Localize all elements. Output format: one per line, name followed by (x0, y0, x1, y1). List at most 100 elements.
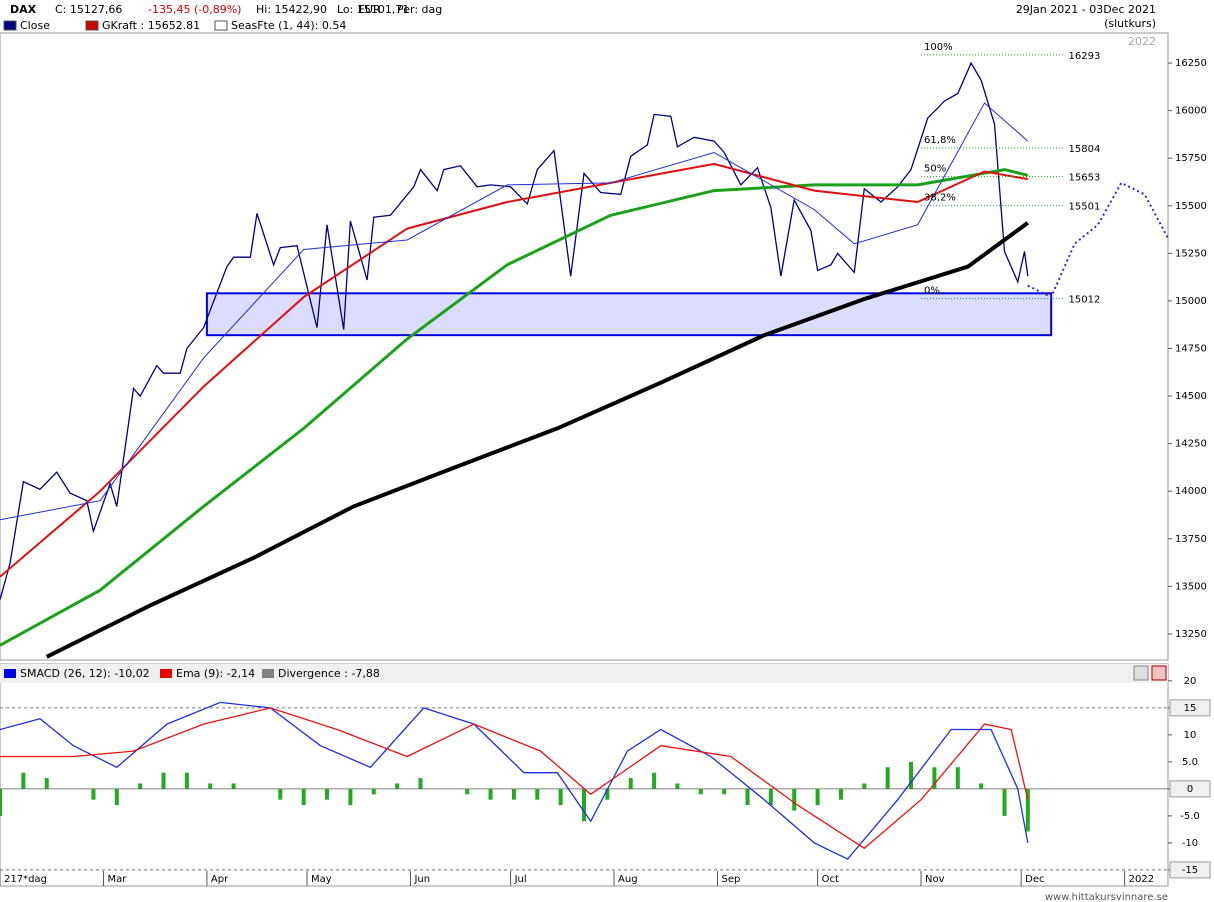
fib-percent: 50% (924, 164, 946, 175)
series-line (0, 61, 1029, 600)
x-tick-label: Dec (1025, 874, 1044, 885)
macd-panel (0, 663, 1169, 887)
y-tick-label: 15500 (1175, 201, 1207, 212)
histogram-bar (325, 788, 330, 800)
histogram-bar (815, 788, 820, 806)
tick-box (1169, 861, 1211, 879)
legend-swatch (214, 20, 228, 31)
support-zone (205, 292, 1053, 337)
histogram-bar (0, 788, 2, 816)
fib-percent: 38,2% (924, 193, 956, 204)
currency: EUR (358, 3, 381, 16)
fib-value: 15653 (1069, 173, 1101, 184)
x-tick-label: Jun (413, 874, 430, 885)
fib-percent: 0% (924, 286, 940, 297)
legend-label: SeasFte (1, 44): 0.54 (231, 19, 346, 32)
y-tick-label: 15750 (1175, 153, 1207, 164)
tick-box (1169, 780, 1211, 798)
y-tick-label: -15 (1182, 865, 1198, 876)
y-tick-label: 5.0 (1182, 757, 1198, 768)
series-line (45, 221, 1029, 659)
mode: (slutkurs) (1104, 17, 1156, 30)
legend-swatch (4, 669, 16, 678)
series-line (0, 707, 1029, 850)
histogram-bar (838, 788, 843, 800)
histogram-bar (722, 788, 727, 795)
histogram-bar (979, 783, 984, 789)
x-tick-label: Mar (107, 874, 127, 885)
histogram-bar (558, 788, 563, 806)
close-value: C: 15127,66 (55, 3, 122, 16)
date-range: 29Jan 2021 - 03Dec 2021 (1016, 3, 1156, 16)
histogram-bar (395, 783, 400, 789)
x-tick-label: Jul (514, 874, 527, 885)
histogram-bar (605, 788, 610, 800)
x-tick-label: 2022 (1129, 874, 1154, 885)
histogram-bar (582, 788, 586, 822)
price-panel (0, 32, 1169, 661)
x-tick-label: May (311, 874, 332, 885)
footer: www.hittakursvinnare.se (1045, 892, 1168, 902)
histogram-bar (511, 788, 516, 800)
histogram-bar (675, 783, 680, 789)
histogram-bar (1025, 788, 1030, 832)
y-tick-label: 14000 (1175, 486, 1207, 497)
histogram-bar (278, 788, 283, 800)
legend-swatch (160, 669, 172, 678)
y-tick-label: 10 (1184, 730, 1197, 741)
y-tick-label: 0 (1187, 784, 1193, 795)
x-tick-label: Sep (721, 874, 740, 885)
legend-label: Divergence : -7,88 (278, 667, 380, 680)
histogram-bar (208, 783, 213, 789)
symbol: DAX (10, 3, 37, 16)
histogram-bar (418, 778, 423, 789)
histogram-bar (371, 788, 376, 795)
change: -135,45 (-0,89%) (148, 3, 241, 16)
series-line (0, 162, 1028, 578)
series-line (0, 168, 1029, 647)
series-line (0, 701, 1029, 860)
close-button[interactable] (1151, 665, 1167, 681)
histogram-bar (161, 772, 166, 789)
histogram-bar (652, 772, 657, 789)
legend-label: Ema (9): -2,14 (176, 667, 255, 680)
y-tick-label: 14750 (1175, 343, 1207, 354)
histogram-bar (348, 788, 353, 806)
fib-value: 15804 (1069, 144, 1101, 155)
histogram-bar (301, 788, 306, 806)
histogram-bar (628, 778, 633, 789)
y-tick-label: 16250 (1175, 58, 1207, 69)
y-tick-label: 13500 (1175, 581, 1207, 592)
year-label: 2022 (1128, 35, 1156, 48)
histogram-bar (792, 788, 797, 811)
y-tick-label: 15 (1184, 703, 1197, 714)
histogram-bar (885, 767, 890, 789)
x-tick-label: Apr (211, 874, 229, 885)
y-tick-label: -10 (1182, 838, 1198, 849)
fib-value: 15012 (1069, 295, 1101, 306)
legend-label: SMACD (26, 12): -10,02 (20, 667, 150, 680)
histogram-bar (488, 788, 493, 800)
y-tick-label: 13750 (1175, 534, 1207, 545)
y-tick-label: 20 (1184, 676, 1197, 687)
histogram-bar (231, 783, 236, 789)
fib-percent: 100% (924, 42, 953, 53)
histogram-bar (184, 772, 189, 789)
x-tick-label: 217*dag (4, 874, 47, 885)
fib-value: 15501 (1069, 202, 1101, 213)
y-tick-label: 13250 (1175, 629, 1207, 640)
histogram-bar (44, 778, 49, 789)
histogram-bar (862, 783, 867, 789)
x-tick-label: Oct (822, 874, 839, 885)
histogram-bar (91, 788, 96, 800)
x-tick-label: Aug (618, 874, 638, 885)
high: Hi: 15422,90 (256, 3, 327, 16)
histogram-bar (465, 788, 470, 795)
legend-label: GKraft : 15652.81 (102, 19, 200, 32)
y-tick-label: 16000 (1175, 106, 1207, 117)
low: Lo: 15101,71 (337, 3, 409, 16)
fib-value: 16293 (1069, 51, 1101, 62)
x-tick-label: Nov (925, 874, 945, 885)
tool-button[interactable] (1133, 665, 1149, 681)
